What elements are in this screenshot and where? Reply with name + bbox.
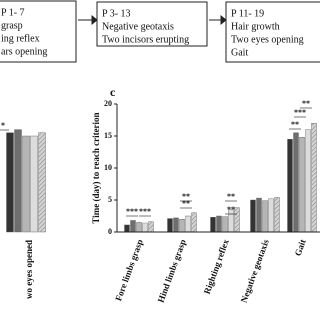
bar: [299, 137, 305, 233]
flow-box: [225, 1, 320, 63]
flow-text: P 3- 13: [102, 8, 131, 19]
y-tick-label: 5: [108, 195, 112, 204]
flow-box: [96, 1, 208, 47]
significance: ***: [126, 207, 138, 216]
bar: [216, 215, 222, 233]
bar: [124, 224, 130, 233]
bar: [136, 222, 142, 233]
significance: **: [302, 99, 310, 108]
bar: [262, 200, 268, 233]
bar: [167, 218, 173, 233]
x-tick-label: Hind limbs grasp: [156, 238, 188, 304]
bar-pattern: [185, 216, 191, 232]
significance: **: [182, 192, 190, 201]
flow-text: ing reflex: [1, 33, 40, 44]
y-tick-label: 10: [104, 163, 112, 172]
flow-text: Two eyes opening: [231, 34, 304, 45]
significance: **: [291, 120, 299, 129]
flow-box: [0, 0, 77, 63]
flow-text: Two incisors erupting: [102, 34, 189, 45]
y-axis-title: Time (day) to reach criterion: [91, 112, 101, 223]
y-tick-label: 20: [104, 99, 112, 108]
significance: *: [1, 121, 5, 130]
panel-label: c: [110, 85, 116, 99]
x-tick-label: wo eyes opened: [24, 240, 34, 299]
flow-text: P 11- 19: [231, 8, 264, 19]
significance: **: [227, 192, 235, 201]
bar-pattern: [268, 198, 274, 232]
bar: [222, 216, 228, 233]
x-tick-label: Righting reflex: [202, 238, 231, 296]
bar: [173, 217, 179, 233]
bar-pattern: [228, 209, 234, 232]
bar: [250, 199, 256, 233]
bar: [179, 218, 185, 233]
x-tick-label: Gait: [293, 238, 308, 257]
bar: [6, 132, 14, 233]
x-tick-label: Fore limbs grasp: [113, 238, 145, 302]
bar-pattern: [234, 207, 240, 232]
bar-pattern: [38, 132, 46, 232]
flow-text: P 1- 7: [1, 7, 25, 18]
flow-text: Gait: [231, 47, 248, 58]
bar-pattern: [148, 221, 154, 232]
flow-text: grasp: [1, 20, 23, 31]
bar-pattern: [142, 223, 148, 232]
bar-pattern: [191, 212, 197, 232]
flow-text: ars opening: [1, 46, 47, 57]
bar-pattern: [274, 197, 280, 232]
bar: [256, 197, 262, 233]
bar-pattern: [305, 129, 311, 232]
bar: [293, 132, 299, 233]
bar: [210, 217, 216, 233]
significance: ***: [294, 108, 306, 117]
y-tick-label: 15: [104, 131, 112, 140]
flow-text: Negative geotaxis: [102, 21, 174, 32]
x-tick-label: Negative geotaxis: [239, 238, 271, 305]
bar: [22, 135, 30, 233]
bar: [287, 138, 293, 233]
bar-pattern: [311, 123, 317, 232]
significance: **: [182, 199, 190, 208]
bar: [14, 129, 22, 233]
arrow: [78, 14, 227, 26]
significance: ***: [139, 207, 151, 216]
significance: **: [227, 205, 235, 214]
bar: [130, 220, 136, 233]
flow-text: Hair growth: [231, 21, 280, 32]
y-tick-label: 0: [108, 227, 112, 236]
bar-pattern: [30, 136, 38, 232]
